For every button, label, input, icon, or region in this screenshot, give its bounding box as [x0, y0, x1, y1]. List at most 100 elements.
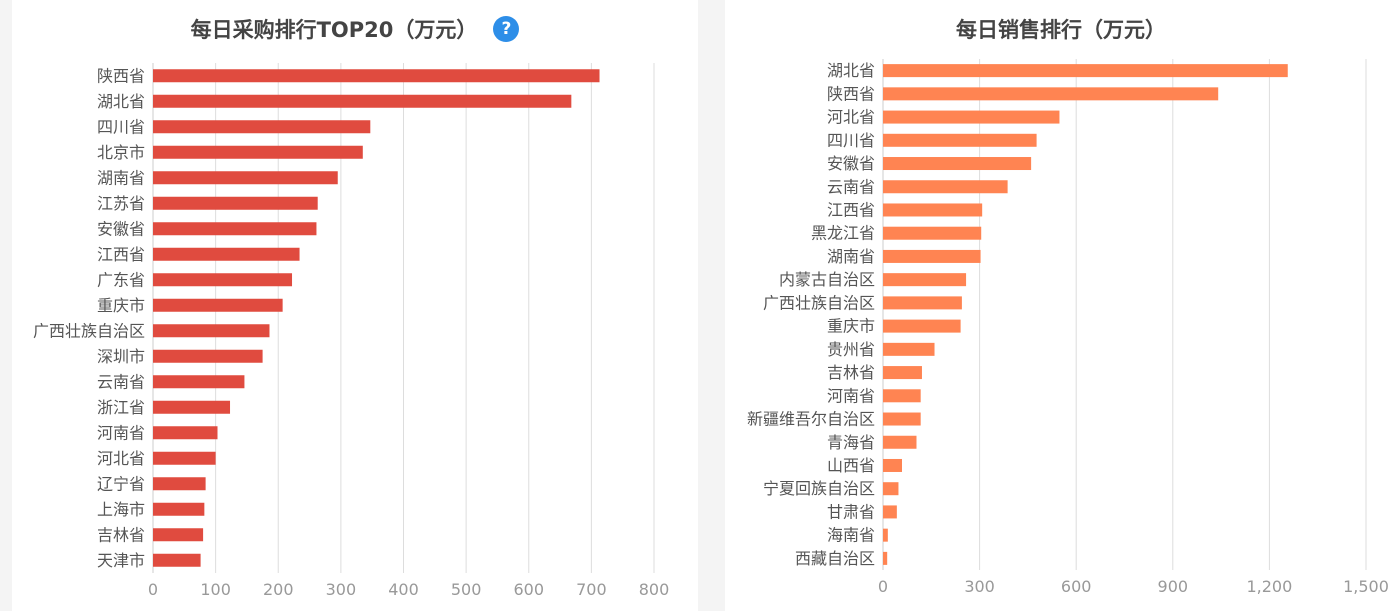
category-label: 江苏省: [97, 194, 145, 213]
bar: [153, 324, 270, 338]
bar: [883, 458, 902, 472]
category-label: 安徽省: [827, 154, 875, 173]
bar: [153, 349, 263, 363]
category-label: 云南省: [97, 372, 145, 391]
category-label: 河北省: [827, 108, 875, 127]
x-tick-label: 200: [263, 580, 294, 599]
category-label: 黑龙江省: [811, 224, 875, 243]
bar: [153, 196, 318, 210]
x-tick-label: 300: [964, 577, 995, 596]
bar: [153, 528, 204, 542]
x-tick-label: 700: [576, 580, 607, 599]
bar: [883, 435, 917, 449]
bar: [153, 426, 218, 440]
x-tick-label: 0: [878, 577, 888, 596]
bar: [883, 296, 962, 310]
category-label: 安徽省: [97, 219, 145, 238]
category-label: 湖南省: [97, 168, 145, 187]
bar: [153, 477, 206, 491]
bar: [883, 366, 922, 380]
bar: [883, 64, 1288, 78]
bar: [883, 133, 1037, 147]
bar: [153, 298, 283, 312]
sales-ranking-panel: 每日销售排行（万元） 0 300 600 900 1,200 1,500 湖北省 陕西省 河北省…: [725, 0, 1397, 611]
bar: [883, 249, 981, 263]
category-label: 贵州省: [827, 340, 875, 359]
bar: [883, 505, 897, 519]
x-tick-label: 100: [200, 580, 231, 599]
category-label: 吉林省: [97, 525, 145, 544]
category-label: 广西壮族自治区: [763, 293, 875, 312]
sales-chart-title: 每日销售排行（万元）: [956, 18, 1166, 42]
category-label: 陕西省: [97, 66, 145, 85]
x-tick-label: 400: [388, 580, 419, 599]
bar: [883, 342, 935, 356]
bar: [153, 94, 572, 108]
x-tick-label: 800: [639, 580, 670, 599]
x-tick-label: 600: [513, 580, 544, 599]
category-label: 河北省: [97, 449, 145, 468]
bar: [883, 389, 921, 403]
help-icon[interactable]: ?: [493, 16, 520, 42]
bar: [883, 273, 967, 287]
purchase-bar-chart: 0 100 200 300 400 500 600 700 800 陕西省湖北省四川省北京市湖南省…: [33, 63, 670, 599]
category-label: 天津市: [97, 551, 145, 570]
category-label: 江西省: [827, 200, 875, 219]
bar: [883, 226, 982, 240]
bar: [153, 451, 216, 465]
category-label: 宁夏回族自治区: [763, 479, 875, 498]
category-label: 陕西省: [827, 84, 875, 103]
category-label: 湖北省: [827, 61, 875, 80]
bar: [153, 553, 201, 567]
category-label: 河南省: [827, 386, 875, 405]
x-tick-label: 600: [1061, 577, 1092, 596]
bar: [883, 528, 888, 542]
bar: [153, 273, 293, 287]
bar: [883, 180, 1008, 194]
bar: [153, 222, 317, 236]
bar: [153, 120, 371, 134]
bar: [153, 171, 338, 185]
category-label: 广西壮族自治区: [33, 321, 145, 340]
category-label: 内蒙古自治区: [779, 270, 875, 289]
category-label: 辽宁省: [97, 474, 145, 493]
x-tick-label: 900: [1158, 577, 1189, 596]
category-label: 新疆维吾尔自治区: [747, 410, 875, 429]
category-label: 西藏自治区: [795, 549, 875, 568]
sales-bar-chart: 0 300 600 900 1,200 1,500 湖北省陕西省河北省四川省安徽省云南省江西…: [747, 59, 1389, 596]
category-label: 深圳市: [97, 347, 145, 366]
category-label: 四川省: [97, 117, 145, 136]
category-label: 山西省: [827, 456, 875, 475]
bar: [883, 319, 961, 333]
category-label: 湖南省: [827, 247, 875, 266]
bar: [883, 482, 899, 496]
bar: [883, 157, 1032, 171]
category-label: 上海市: [97, 500, 145, 519]
category-label: 河南省: [97, 423, 145, 442]
category-label: 重庆市: [97, 296, 145, 315]
bar: [153, 375, 245, 389]
bar: [883, 110, 1060, 124]
bar: [883, 412, 921, 426]
category-label: 江西省: [97, 245, 145, 264]
category-label: 广东省: [97, 270, 145, 289]
x-tick-label: 500: [451, 580, 482, 599]
category-label: 青海省: [827, 433, 875, 452]
category-label: 云南省: [827, 177, 875, 196]
category-label: 海南省: [827, 526, 875, 545]
category-label: 重庆市: [827, 317, 875, 336]
purchase-chart-title-row: 每日采购排行TOP20（万元）?: [12, 14, 698, 44]
x-tick-label: 0: [148, 580, 158, 599]
purchase-ranking-panel: 每日采购排行TOP20（万元）? 0 100 200 300 400 500 600 700 8…: [12, 0, 698, 611]
bar: [153, 145, 363, 159]
x-tick-label: 300: [326, 580, 357, 599]
x-tick-label: 1,200: [1246, 577, 1292, 596]
category-label: 北京市: [97, 143, 145, 162]
category-label: 湖北省: [97, 92, 145, 111]
sales-chart-title-row: 每日销售排行（万元）: [725, 14, 1397, 44]
bar: [883, 87, 1219, 101]
bar: [883, 551, 888, 565]
category-label: 四川省: [827, 131, 875, 150]
category-label: 浙江省: [97, 398, 145, 417]
category-label: 甘肃省: [827, 502, 875, 521]
